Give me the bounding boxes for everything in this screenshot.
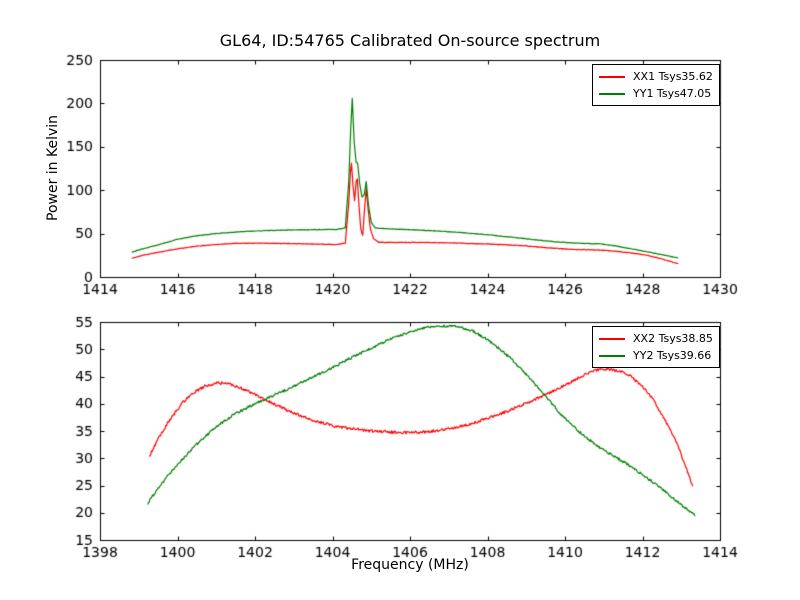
legend-line-swatch xyxy=(599,75,625,78)
legend-entry: YY1 Tsys47.05 xyxy=(599,85,713,102)
bottom-plot-legend: XX2 Tsys38.85 YY2 Tsys39.66 xyxy=(592,326,720,368)
legend-label: XX1 Tsys35.62 xyxy=(633,70,713,83)
top-plot-legend: XX1 Tsys35.62 YY1 Tsys47.05 xyxy=(592,64,720,106)
legend-line-swatch xyxy=(599,337,625,340)
bottom-plot-xlabel: Frequency (MHz) xyxy=(351,557,469,573)
top-plot-ylabel: Power in Kelvin xyxy=(45,114,61,222)
legend-entry: YY2 Tsys39.66 xyxy=(599,347,713,364)
legend-entry: XX2 Tsys38.85 xyxy=(599,330,713,347)
figure-title: GL64, ID:54765 Calibrated On-source spec… xyxy=(219,31,601,50)
legend-label: YY2 Tsys39.66 xyxy=(633,349,712,362)
legend-entry: XX1 Tsys35.62 xyxy=(599,68,713,85)
legend-label: YY1 Tsys47.05 xyxy=(633,87,712,100)
legend-line-swatch xyxy=(599,354,625,357)
legend-label: XX2 Tsys38.85 xyxy=(633,332,713,345)
legend-line-swatch xyxy=(599,92,625,95)
